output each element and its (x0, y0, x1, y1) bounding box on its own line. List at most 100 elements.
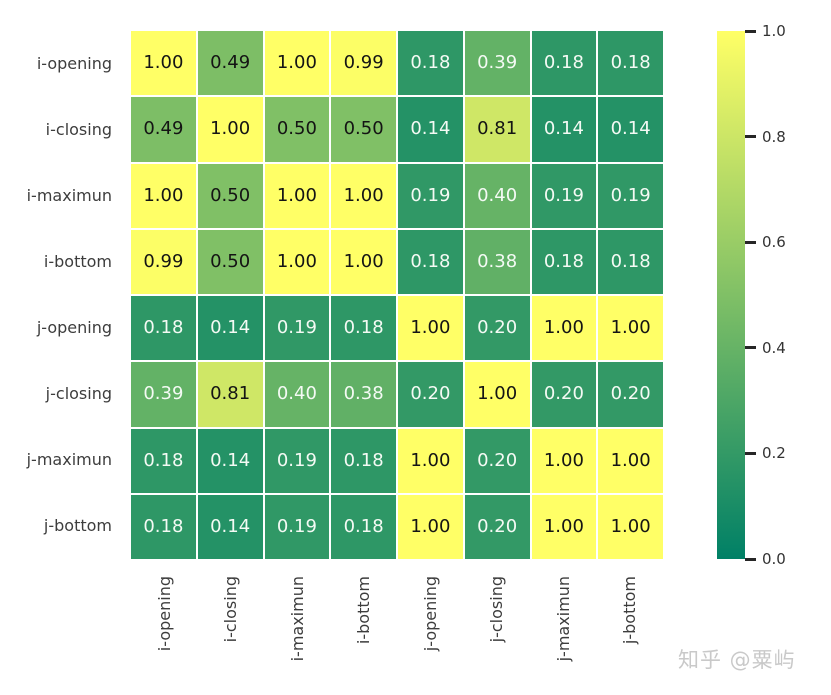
x-tick-slot-i-bottom: i-bottom (331, 576, 398, 686)
heatmap-cell-j-opening-j-closing: 0.20 (464, 296, 530, 361)
heatmap-cell-j-bottom-i-bottom: 0.18 (331, 494, 396, 559)
heatmap-cell-i-bottom-j-maximun: 0.18 (531, 229, 597, 294)
colorbar-tick-label-0.0: 0.0 (762, 550, 786, 568)
y-tick-label-i-bottom: i-bottom (43, 252, 112, 271)
x-tick-label-j-closing: j-closing (487, 576, 507, 643)
x-tick-slot-i-maximun: i-maximun (264, 576, 331, 686)
heatmap-cell-i-maximun-j-bottom: 0.19 (598, 163, 663, 228)
heatmap-cell-j-bottom-i-closing: 0.14 (197, 494, 263, 559)
heatmap-cell-j-opening-j-opening: 1.00 (398, 296, 463, 361)
heatmap-cell-j-closing-i-opening: 0.39 (131, 362, 196, 427)
heatmap-cell-j-opening-i-closing: 0.14 (197, 296, 263, 361)
heatmap-cell-i-bottom-i-opening: 0.99 (131, 229, 196, 294)
x-tick-label-i-maximun: i-maximun (287, 576, 307, 662)
heatmap-cell-j-maximun-i-maximun: 0.19 (264, 428, 330, 493)
x-tick-label-j-bottom: j-bottom (620, 576, 640, 645)
colorbar-tick-label-0.2: 0.2 (762, 444, 786, 463)
heatmap-cell-i-bottom-i-bottom: 1.00 (331, 229, 396, 294)
heatmap-cell-j-opening-j-bottom: 1.00 (598, 296, 663, 361)
heatmap-cell-i-closing-j-maximun: 0.14 (531, 97, 597, 162)
y-tick-label-j-opening: j-opening (36, 318, 112, 337)
heatmap-cell-j-opening-j-maximun: 1.00 (531, 296, 597, 361)
heatmap-cell-i-closing-j-bottom: 0.14 (598, 97, 663, 162)
heatmap-cell-i-bottom-j-closing: 0.38 (464, 229, 530, 294)
heatmap-cell-j-bottom-i-maximun: 0.19 (264, 494, 330, 559)
heatmap-grid: 1.00 0.49 1.00 0.99 0.18 0.39 0.18 0.18 0.49 1.00… (131, 31, 663, 559)
heatmap-cell-i-opening-i-maximun: 1.00 (264, 31, 330, 96)
heatmap-cell-i-maximun-i-opening: 1.00 (131, 163, 196, 228)
heatmap-cell-i-closing-j-opening: 0.14 (398, 97, 463, 162)
x-tick-label-i-opening: i-opening (154, 576, 174, 652)
y-tick-label-i-closing: i-closing (45, 120, 112, 139)
heatmap-cell-j-bottom-j-closing: 0.20 (464, 494, 530, 559)
heatmap-cell-i-bottom-j-bottom: 0.18 (598, 229, 663, 294)
heatmap-cell-j-closing-j-closing: 1.00 (464, 362, 530, 427)
colorbar-tick-mark-0.2 (745, 451, 756, 455)
colorbar-tick-mark-0.4 (745, 346, 756, 350)
watermark: 知乎 @粟屿 (678, 648, 796, 672)
y-tick-label-j-bottom: j-bottom (43, 516, 112, 535)
heatmap-cell-i-opening-j-bottom: 0.18 (598, 31, 663, 96)
heatmap-cell-i-bottom-i-maximun: 1.00 (264, 229, 330, 294)
heatmap-cell-j-closing-j-bottom: 0.20 (598, 362, 663, 427)
heatmap-cell-j-maximun-j-maximun: 1.00 (531, 428, 597, 493)
heatmap-cell-i-opening-j-maximun: 0.18 (531, 31, 597, 96)
heatmap-cell-j-maximun-i-bottom: 0.18 (331, 428, 396, 493)
heatmap-cell-j-bottom-j-bottom: 1.00 (598, 494, 663, 559)
heatmap-cell-i-maximun-j-opening: 0.19 (398, 163, 463, 228)
heatmap-cell-i-closing-i-opening: 0.49 (131, 97, 196, 162)
heatmap-cell-j-opening-i-bottom: 0.18 (331, 296, 396, 361)
heatmap-cell-i-closing-j-closing: 0.81 (464, 97, 530, 162)
heatmap-cell-i-opening-j-closing: 0.39 (464, 31, 530, 96)
heatmap-cell-j-closing-j-opening: 0.20 (398, 362, 463, 427)
heatmap-cell-i-bottom-i-closing: 0.50 (197, 229, 263, 294)
heatmap-cell-j-maximun-j-closing: 0.20 (464, 428, 530, 493)
heatmap-cell-j-bottom-i-opening: 0.18 (131, 494, 196, 559)
x-tick-slot-j-closing: j-closing (464, 576, 531, 686)
heatmap-cell-j-closing-i-bottom: 0.38 (331, 362, 396, 427)
heatmap-cell-i-opening-i-opening: 1.00 (131, 31, 196, 96)
heatmap-cell-i-closing-i-bottom: 0.50 (331, 97, 396, 162)
heatmap-cell-j-maximun-i-opening: 0.18 (131, 428, 196, 493)
heatmap-cell-i-closing-i-closing: 1.00 (197, 97, 263, 162)
heatmap-cell-i-maximun-i-closing: 0.50 (197, 163, 263, 228)
y-tick-label-i-maximun: i-maximun (26, 186, 112, 205)
heatmap-cell-j-maximun-i-closing: 0.14 (197, 428, 263, 493)
heatmap-cell-i-bottom-j-opening: 0.18 (398, 229, 463, 294)
x-tick-slot-i-closing: i-closing (198, 576, 265, 686)
x-tick-slot-j-bottom: j-bottom (597, 576, 664, 686)
colorbar-tick-label-0.8: 0.8 (762, 127, 786, 146)
heatmap-cell-j-opening-i-maximun: 0.19 (264, 296, 330, 361)
x-axis-labels: i-opening i-closing i-maximun i-bottom j-ope… (131, 576, 663, 686)
colorbar-tick-label-1.0: 1.0 (762, 22, 786, 40)
x-tick-slot-j-opening: j-opening (397, 576, 464, 686)
colorbar-tick-mark-0.6 (745, 240, 756, 244)
y-axis-labels: i-opening i-closing i-maximun i-bottom j-ope… (0, 31, 112, 559)
x-tick-label-j-maximun: j-maximun (553, 576, 573, 662)
y-tick-label-j-closing: j-closing (45, 384, 112, 403)
heatmap-cell-j-closing-i-closing: 0.81 (197, 362, 263, 427)
colorbar-tick-label-0.4: 0.4 (762, 338, 786, 357)
heatmap-cell-j-bottom-j-opening: 1.00 (398, 494, 463, 559)
heatmap-cell-i-maximun-j-closing: 0.40 (464, 163, 530, 228)
x-tick-label-i-closing: i-closing (221, 576, 241, 643)
heatmap-cell-j-bottom-j-maximun: 1.00 (531, 494, 597, 559)
heatmap-cell-j-maximun-j-bottom: 1.00 (598, 428, 663, 493)
y-tick-label-i-opening: i-opening (36, 54, 112, 73)
heatmap-cell-i-opening-i-bottom: 0.99 (331, 31, 396, 96)
heatmap-cell-i-closing-i-maximun: 0.50 (264, 97, 330, 162)
y-tick-label-j-maximun: j-maximun (26, 450, 112, 469)
colorbar-tick-mark-1.0 (745, 29, 756, 33)
heatmap-cell-j-closing-i-maximun: 0.40 (264, 362, 330, 427)
heatmap-cell-i-opening-j-opening: 0.18 (398, 31, 463, 96)
heatmap-cell-i-maximun-j-maximun: 0.19 (531, 163, 597, 228)
x-tick-label-j-opening: j-opening (420, 576, 440, 652)
x-tick-label-i-bottom: i-bottom (354, 576, 374, 645)
heatmap-cell-j-closing-j-maximun: 0.20 (531, 362, 597, 427)
colorbar-tick-label-0.6: 0.6 (762, 233, 786, 252)
x-tick-slot-i-opening: i-opening (131, 576, 198, 686)
colorbar-tick-mark-0.8 (745, 135, 756, 139)
heatmap-cell-j-opening-i-opening: 0.18 (131, 296, 196, 361)
heatmap-cell-j-maximun-j-opening: 1.00 (398, 428, 463, 493)
